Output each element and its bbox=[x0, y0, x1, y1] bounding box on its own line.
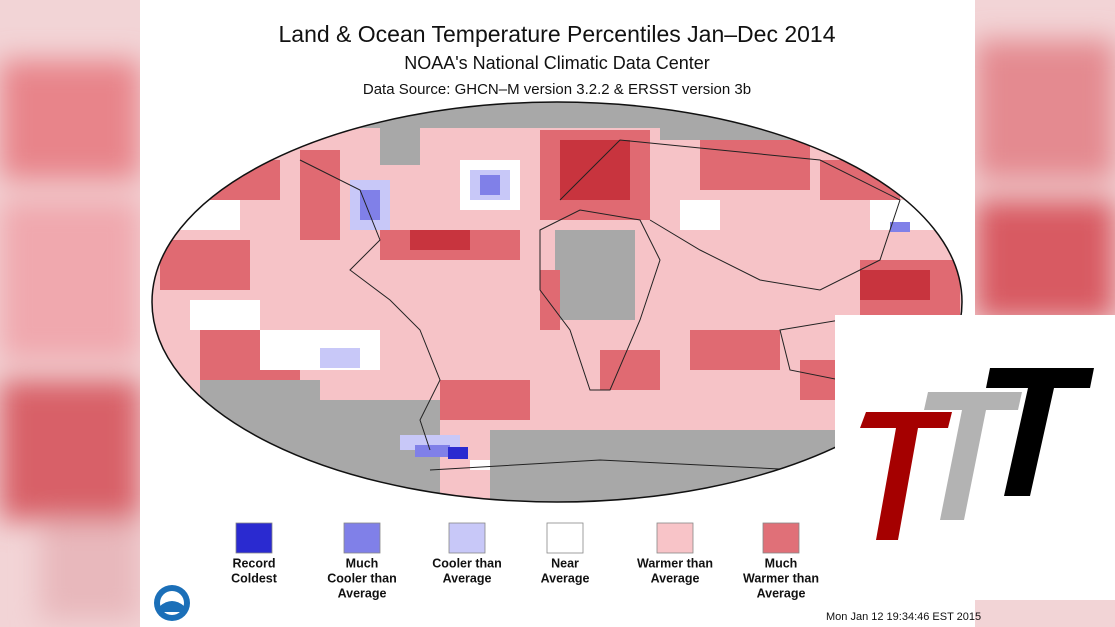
legend-label: Near bbox=[551, 556, 579, 570]
legend-label: Average bbox=[651, 571, 700, 585]
legend-swatch bbox=[762, 522, 800, 554]
channel-logo bbox=[835, 315, 1115, 600]
legend-label: Average bbox=[541, 571, 590, 585]
noaa-logo bbox=[154, 585, 190, 621]
legend-label: Coldest bbox=[231, 571, 278, 585]
legend-label: Cooler than bbox=[432, 556, 501, 570]
legend-label: Cooler than bbox=[327, 571, 396, 585]
legend-label: Average bbox=[443, 571, 492, 585]
map-outline bbox=[151, 101, 963, 503]
subtitle: NOAA's National Climatic Data Center bbox=[404, 53, 710, 73]
timestamp: Mon Jan 12 19:34:46 EST 2015 bbox=[826, 611, 981, 623]
legend-label: Warmer than bbox=[637, 556, 713, 570]
legend-label: Average bbox=[338, 586, 387, 600]
legend-label: Average bbox=[757, 586, 806, 600]
data-source: Data Source: GHCN–M version 3.2.2 & ERSS… bbox=[363, 81, 751, 98]
title: Land & Ocean Temperature Percentiles Jan… bbox=[278, 21, 835, 47]
legend-swatch bbox=[656, 522, 694, 554]
legend-label: Warmer than bbox=[743, 571, 819, 585]
legend-swatch bbox=[235, 522, 273, 554]
legend-label: Much bbox=[346, 556, 379, 570]
legend-label: Record bbox=[232, 556, 275, 570]
legend-label: Much bbox=[765, 556, 798, 570]
legend-swatch bbox=[343, 522, 381, 554]
legend-swatch bbox=[448, 522, 486, 554]
legend-swatch bbox=[546, 522, 584, 554]
